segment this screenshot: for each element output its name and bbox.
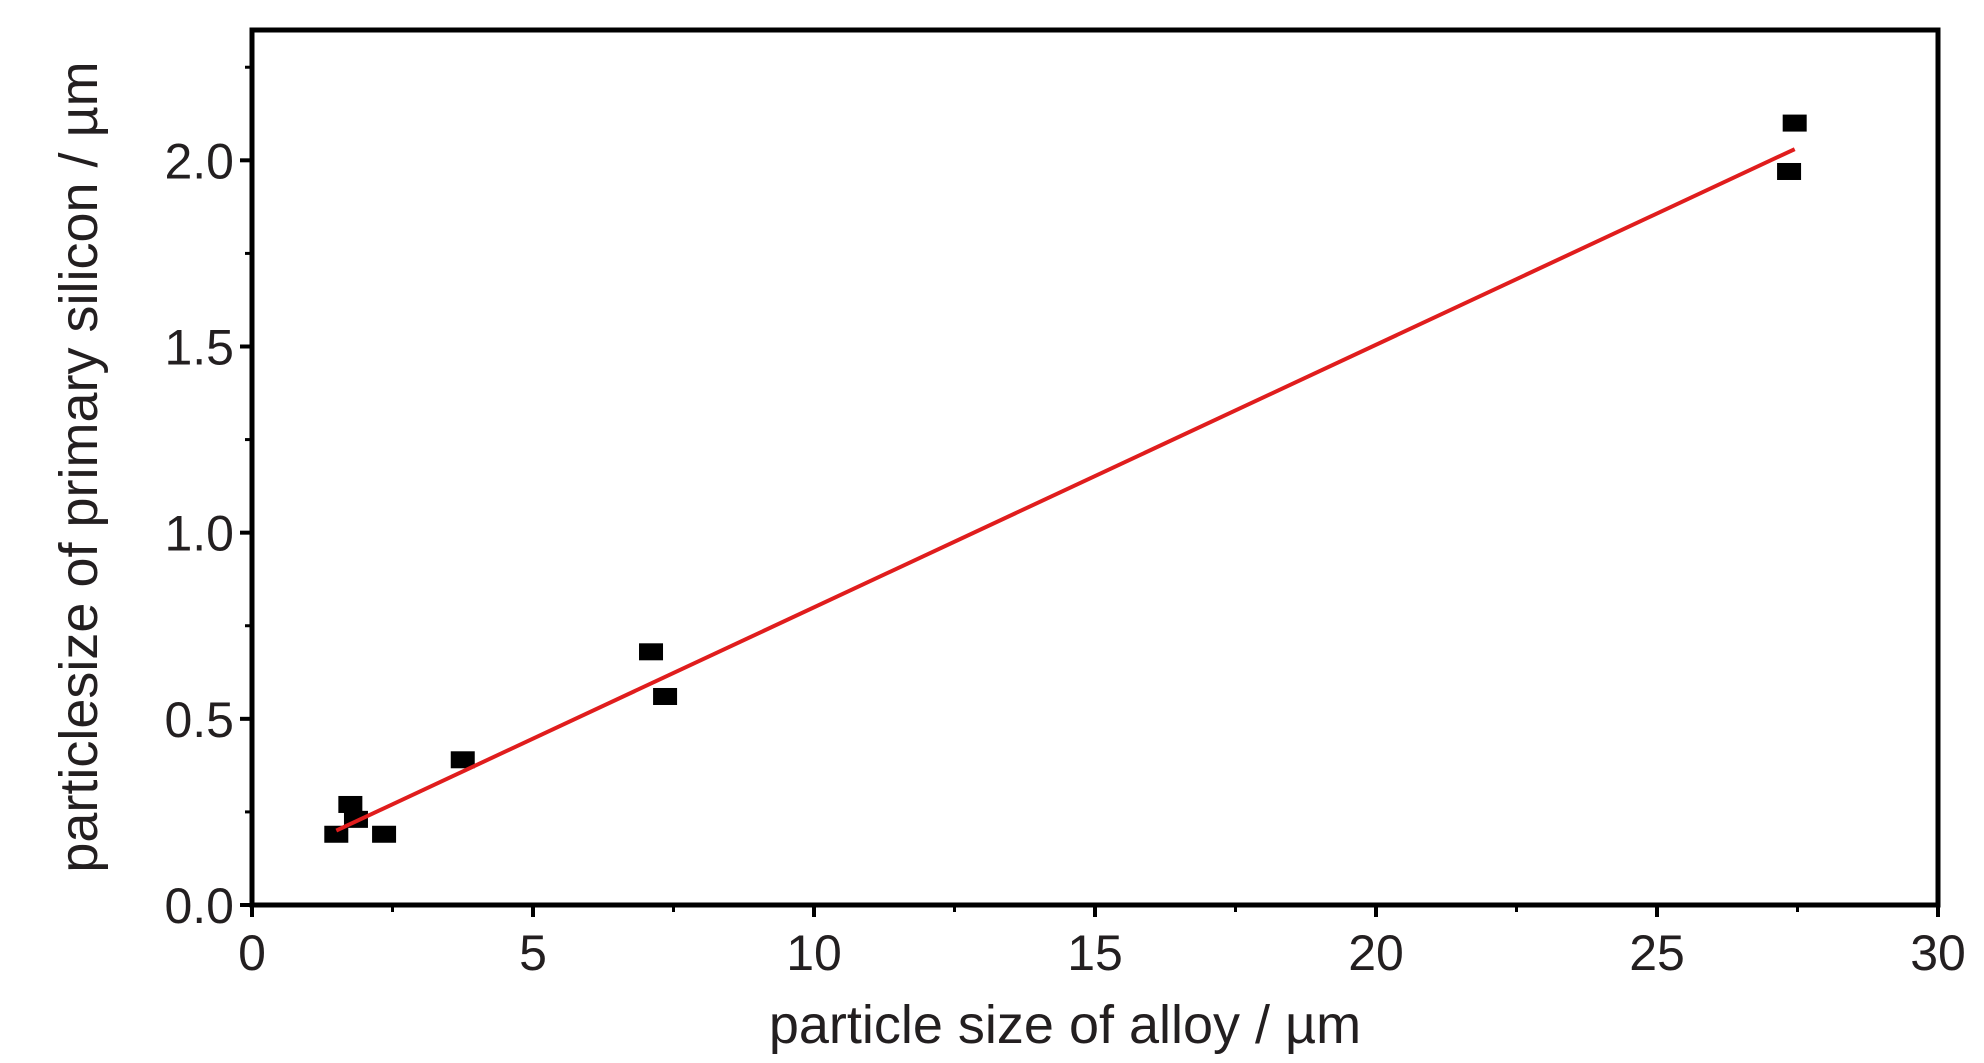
x-tick-label: 5 [519, 925, 547, 981]
data-point [338, 795, 363, 813]
fit-line [335, 147, 1796, 833]
data-point [324, 825, 349, 843]
x-tick-label: 30 [1910, 925, 1966, 981]
y-axis-title: particlesize of primary silicon / µm [49, 61, 109, 872]
x-tick-label: 20 [1348, 925, 1404, 981]
y-tick-label: 1.0 [164, 506, 234, 562]
y-tick-label: 0.5 [164, 692, 234, 748]
data-point [372, 825, 397, 843]
data-point [1777, 162, 1802, 180]
x-axis-title: particle size of alloy / µm [769, 995, 1361, 1055]
x-tick-label: 10 [786, 925, 842, 981]
x-axis: 0 5 10 15 20 25 30 [238, 905, 1966, 981]
data-point [639, 643, 664, 661]
x-tick-label: 25 [1629, 925, 1685, 981]
y-tick-label: 0.0 [164, 878, 234, 934]
y-tick-label: 2.0 [164, 133, 234, 189]
data-point [450, 751, 475, 769]
data-point [1782, 114, 1807, 132]
plot-area-frame [249, 27, 1941, 908]
y-axis: 0.0 0.5 1.0 1.5 2.0 [164, 65, 252, 934]
data-marks [324, 114, 1807, 843]
y-tick-label: 1.5 [164, 319, 234, 375]
data-point [653, 687, 678, 705]
x-tick-label: 0 [238, 925, 266, 981]
x-tick-label: 15 [1067, 925, 1123, 981]
